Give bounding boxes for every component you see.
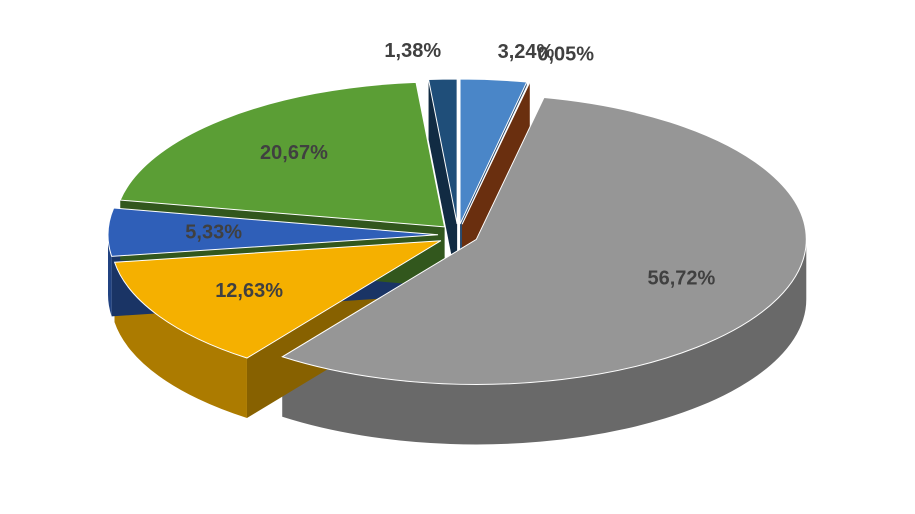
slice <box>427 78 458 225</box>
slice-wall <box>108 234 112 317</box>
slice-wall <box>282 239 807 445</box>
slice <box>281 97 807 385</box>
data-label: 5,33% <box>185 221 242 243</box>
data-label: 3,24% <box>498 41 555 63</box>
slice <box>113 240 442 359</box>
slice-face <box>428 79 458 285</box>
data-label: 56,72% <box>647 268 715 290</box>
slice-tops <box>107 78 807 385</box>
data-label: 1,38% <box>384 40 441 62</box>
slice <box>459 78 528 225</box>
data-label: 12,63% <box>215 280 283 302</box>
data-label: 0,05% <box>537 44 594 66</box>
slice-wall <box>114 262 247 419</box>
data-label: 20,67% <box>260 142 328 164</box>
slice <box>461 81 531 225</box>
slice <box>107 207 439 257</box>
slice <box>119 81 446 228</box>
